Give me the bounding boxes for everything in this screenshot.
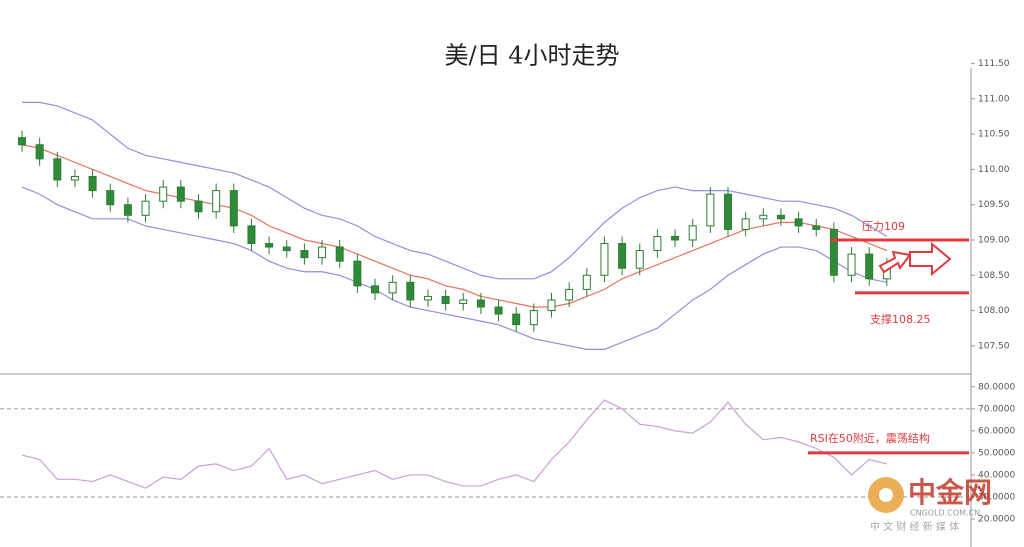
y-tick-label: 109.00 xyxy=(978,235,1010,245)
candle-body xyxy=(476,299,485,308)
y-tick-label: 50.0000 xyxy=(978,448,1015,458)
candle-body xyxy=(618,243,627,269)
candle-body xyxy=(406,281,415,301)
candle-body xyxy=(688,225,697,241)
y-tick-label: 109.50 xyxy=(978,200,1010,210)
y-tick-label: 70.0000 xyxy=(978,404,1015,414)
annotation-label: RSI在50附近，震荡结构 xyxy=(810,431,930,445)
band-middle xyxy=(21,144,888,308)
candle-body xyxy=(423,295,432,301)
candle-body xyxy=(282,246,291,252)
annotation-label: 压力109 xyxy=(862,220,905,233)
candle-body xyxy=(812,225,821,230)
candle-body xyxy=(706,193,715,227)
y-tick-label: 111.50 xyxy=(978,59,1010,69)
candle-body xyxy=(335,246,344,262)
candle-body xyxy=(582,274,591,290)
candle-body xyxy=(600,243,609,276)
candle-body xyxy=(229,190,238,227)
candle-body xyxy=(547,299,556,312)
candle-body xyxy=(776,214,785,220)
candle-body xyxy=(371,285,379,294)
y-tick-label: 40.0000 xyxy=(978,470,1015,480)
candle-body xyxy=(53,158,62,181)
candle-body xyxy=(512,313,521,326)
candle-body xyxy=(123,204,132,216)
candle-body xyxy=(388,281,397,294)
candle-body xyxy=(671,235,680,241)
candle-body xyxy=(441,295,450,304)
y-tick-label: 108.50 xyxy=(978,271,1010,281)
candle-body xyxy=(829,228,838,276)
y-tick-label: 110.50 xyxy=(978,130,1010,140)
candle-body xyxy=(70,175,79,181)
candle-body xyxy=(494,306,503,315)
y-tick-label: 60.0000 xyxy=(978,426,1015,436)
candle-body xyxy=(318,246,327,259)
candle-body xyxy=(247,225,256,245)
candle-body xyxy=(141,200,150,216)
rsi-line xyxy=(21,399,887,489)
candle-body xyxy=(635,250,644,269)
watermark-slogan: 中 文 财 经 新 媒 体 xyxy=(870,520,959,533)
candle-body xyxy=(18,137,26,146)
y-tick-label: 111.00 xyxy=(978,94,1010,104)
candle-body xyxy=(88,175,97,192)
chart-title: 美/日 4小时走势 xyxy=(445,42,620,70)
candle-body xyxy=(106,190,115,206)
arrows xyxy=(878,241,952,277)
candle-body xyxy=(265,243,274,248)
candle-body xyxy=(194,200,203,213)
candle-body xyxy=(176,186,185,202)
y-tick-label: 110.00 xyxy=(978,165,1010,175)
candle-body xyxy=(529,310,538,326)
y-tick-label: 20.0000 xyxy=(978,514,1015,524)
watermark-logo-icon xyxy=(879,488,893,502)
watermark-url: CNGOLD.COM.CN xyxy=(910,509,980,518)
watermark-logo: 中金网 xyxy=(908,476,992,509)
candle-body xyxy=(159,186,168,202)
candle-body xyxy=(794,218,803,227)
candle-body xyxy=(35,144,44,160)
candle-body xyxy=(300,250,309,259)
candle-body xyxy=(353,260,362,287)
candle-body xyxy=(565,288,574,301)
y-tick-label: 107.50 xyxy=(978,341,1010,351)
candle-body xyxy=(759,214,768,220)
candle-body xyxy=(865,253,874,280)
y-tick-label: 108.00 xyxy=(978,306,1010,316)
y-tick-label: 80.0000 xyxy=(978,382,1015,392)
candle-body xyxy=(724,193,732,230)
candle-body xyxy=(459,299,468,304)
candle-body xyxy=(212,190,221,213)
annotation-label: 支撑108.25 xyxy=(870,312,931,326)
watermark: 中金网 CNGOLD.COM.CN 中 文 财 经 新 媒 体 xyxy=(868,476,992,533)
band-edge xyxy=(21,186,887,350)
candle-body xyxy=(653,235,662,252)
candle-body xyxy=(847,253,856,276)
y-tick-label: 30.0000 xyxy=(978,492,1015,502)
band-edge xyxy=(22,101,888,280)
candle-body xyxy=(741,218,750,230)
